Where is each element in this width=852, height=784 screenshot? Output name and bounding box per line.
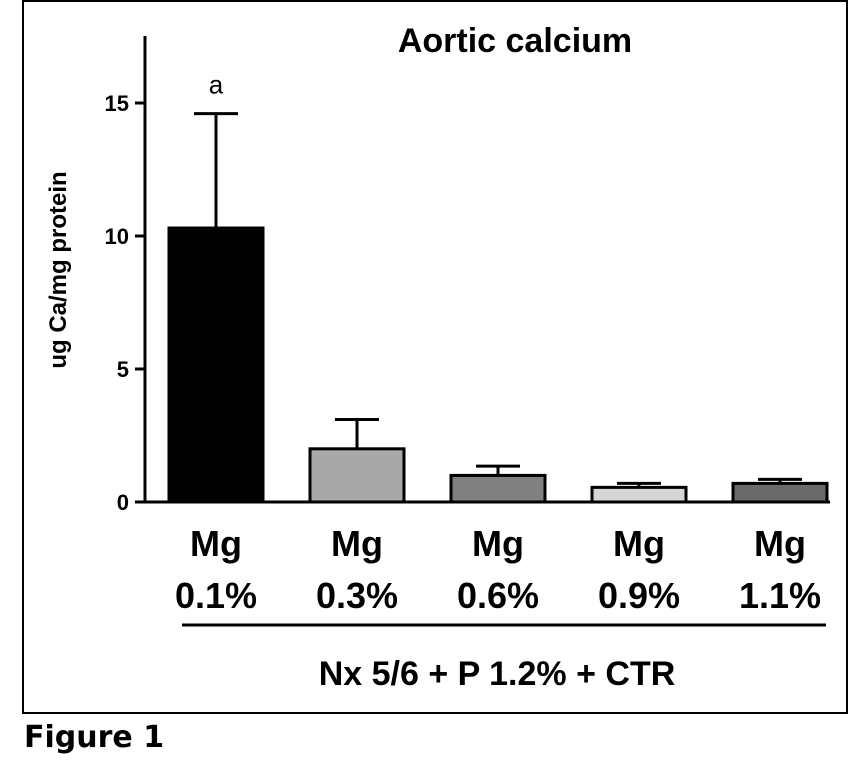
x-tick-label-line2: 0.1% <box>175 575 257 616</box>
y-tick-label: 0 <box>117 490 129 515</box>
bar <box>731 481 829 504</box>
x-tick-label-line2: 0.3% <box>316 575 398 616</box>
bar <box>308 447 406 504</box>
x-tick-label-line1: Mg <box>472 523 524 564</box>
chart-title: Aortic calcium <box>398 22 632 60</box>
x-tick-label-line2: 1.1% <box>739 575 821 616</box>
y-tick-label: 15 <box>105 91 129 116</box>
significance-annotation: a <box>209 70 224 100</box>
x-tick-label-line1: Mg <box>754 523 806 564</box>
x-tick-label-line2: 0.6% <box>457 575 539 616</box>
bar <box>167 226 265 504</box>
x-tick-label-line2: 0.9% <box>598 575 680 616</box>
y-axis-label: ug Ca/mg protein <box>45 171 72 368</box>
y-tick-label: 5 <box>117 357 129 382</box>
x-tick-label-line1: Mg <box>190 523 242 564</box>
bar <box>590 485 688 504</box>
x-tick-label-line1: Mg <box>613 523 665 564</box>
figure-frame <box>22 0 848 714</box>
group-label: Nx 5/6 + P 1.2% + CTR <box>319 655 676 693</box>
bar <box>449 473 547 504</box>
x-tick-label-line1: Mg <box>331 523 383 564</box>
y-tick-label: 10 <box>105 224 129 249</box>
figure-label: Figure 1 <box>24 720 165 755</box>
